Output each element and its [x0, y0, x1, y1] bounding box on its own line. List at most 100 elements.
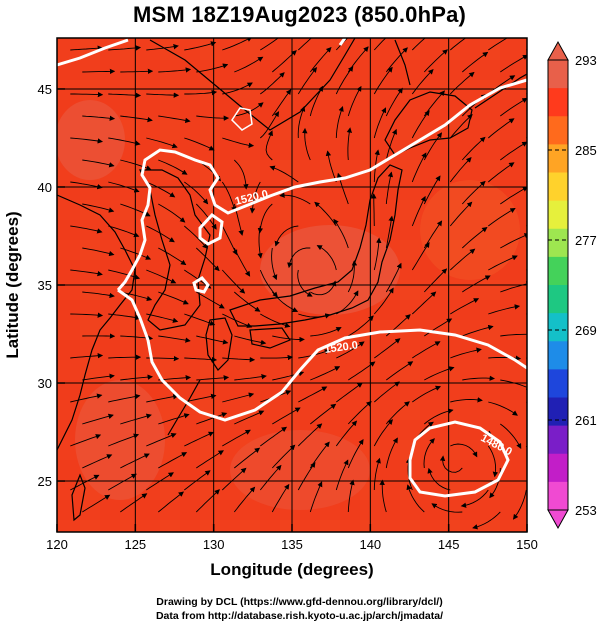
streamline [108, 433, 140, 447]
streamline [260, 426, 288, 447]
footer-source: Data from http://database.rish.kyoto-u.a… [155, 610, 444, 622]
colorbar-segment [548, 228, 568, 258]
streamline [184, 313, 216, 326]
streamline [373, 237, 382, 271]
contour-1480-low [408, 420, 510, 498]
streamline [184, 393, 217, 403]
streamline [221, 181, 237, 213]
streamline [461, 226, 488, 249]
streamline [500, 54, 527, 73]
streamline [184, 137, 215, 151]
streamline [488, 255, 518, 271]
streamline [70, 137, 103, 144]
contour-loop-sea-of-japan [198, 213, 224, 246]
streamline [120, 115, 153, 123]
streamline [260, 72, 285, 95]
colorbar-segment [548, 88, 568, 117]
streamline [70, 312, 104, 318]
streamline [310, 366, 341, 381]
x-tick-label: 130 [203, 537, 225, 552]
colorbar-segment [548, 369, 568, 398]
wind-streamlines [70, 38, 527, 530]
streamline [449, 71, 475, 95]
streamline [196, 115, 230, 121]
streamline [222, 82, 253, 95]
streamline [371, 193, 377, 227]
streamline [411, 38, 426, 51]
warm-patch [230, 430, 370, 510]
x-axis-title: Longitude (degrees) [210, 560, 373, 579]
streamline [108, 137, 141, 146]
streamline [265, 130, 273, 161]
streamline [297, 423, 323, 447]
streamline [412, 341, 441, 359]
streamline [146, 269, 177, 284]
colorbar-label: 269 [575, 323, 597, 338]
streamline [120, 413, 152, 425]
streamline [158, 491, 185, 513]
colorbar-frame [547, 59, 569, 511]
map-title: MSM 18Z19Aug2023 (850.0hPa) [132, 2, 467, 27]
streamline [423, 268, 448, 293]
streamline [279, 192, 311, 205]
x-tick-label: 145 [438, 537, 460, 552]
map-plot-area: 1520.0 1520.0 1480.0 [56, 37, 528, 533]
streamline [108, 313, 141, 321]
streamline [196, 63, 229, 73]
streamline [310, 327, 342, 337]
streamline [233, 247, 251, 277]
y-tick-label: 45 [38, 82, 52, 97]
streamline [423, 132, 443, 161]
streamline [297, 461, 316, 491]
streamline [336, 341, 365, 359]
streamline [234, 447, 261, 469]
streamline [450, 397, 483, 403]
streamline [297, 269, 313, 297]
streamline [287, 247, 311, 269]
streamline [461, 180, 486, 205]
streamline [196, 375, 230, 381]
x-tick-label: 125 [124, 537, 146, 552]
streamline [462, 324, 494, 337]
streamline [385, 87, 403, 117]
streamline [184, 41, 217, 51]
streamline [70, 474, 100, 491]
colorbar-segment [548, 313, 568, 342]
streamline [336, 290, 359, 315]
streamline [412, 385, 442, 403]
streamline [411, 68, 434, 95]
streamline [488, 118, 515, 139]
streamline [488, 38, 508, 51]
colorbar-segment [548, 256, 568, 286]
y-tick-label: 35 [38, 278, 52, 293]
streamline [184, 181, 209, 205]
streamline [348, 361, 376, 381]
colorbar-segment [548, 172, 568, 202]
streamline [423, 438, 435, 469]
streamline [373, 419, 393, 447]
streamline [347, 260, 358, 293]
colorbar-segment [548, 116, 568, 145]
streamline [120, 291, 153, 302]
streamline [158, 335, 191, 343]
streamline [158, 115, 191, 124]
streamline [82, 68, 116, 75]
streamline [336, 382, 363, 403]
streamline [411, 195, 426, 227]
streamline [500, 97, 527, 117]
streamline [385, 128, 397, 161]
streamline [500, 233, 527, 249]
streamline [271, 291, 299, 313]
streamline [108, 473, 137, 491]
streamline [158, 159, 188, 175]
streamline [233, 159, 249, 190]
streamline [310, 403, 337, 425]
streamline [411, 110, 430, 139]
streamline [120, 453, 150, 469]
y-tick-label: 30 [38, 376, 52, 391]
streamline [347, 438, 364, 469]
streamline [184, 431, 215, 447]
colorbar-segment [548, 200, 568, 230]
streamline [488, 401, 518, 416]
streamline [449, 201, 473, 227]
